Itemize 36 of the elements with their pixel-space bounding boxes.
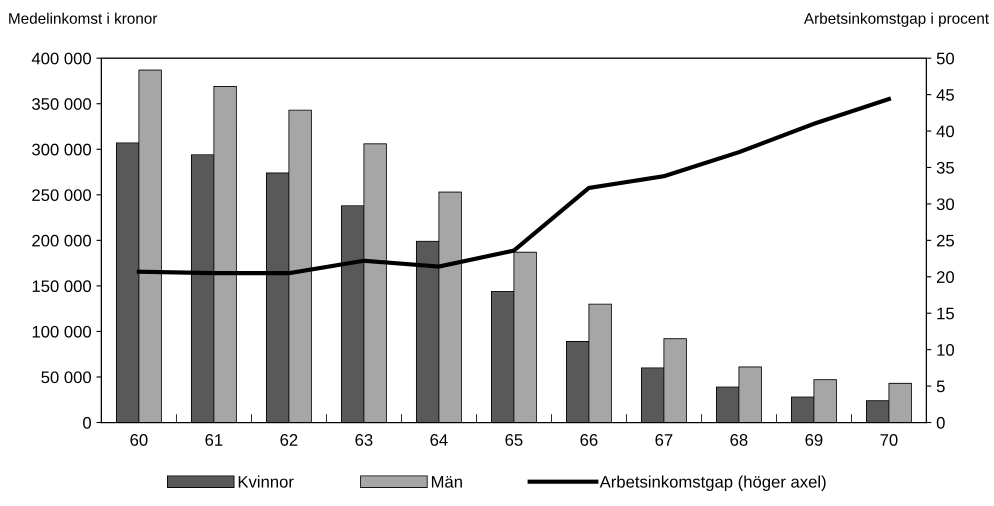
y-tick-label: 50 000 (41, 371, 92, 384)
y2-tick-label: 35 (936, 162, 954, 174)
y2-tick-label: 25 (936, 234, 954, 247)
y-axis-title: Medelinkomst i kronor (9, 12, 158, 24)
y2-tick-label: 50 (936, 52, 954, 64)
y2-tick-label: 10 (937, 344, 954, 356)
y-tick-label: 250 000 (32, 189, 92, 202)
y2-tick-label: 20 (936, 271, 954, 283)
legend-label: Arbetsinkomstgap (höger axel) (600, 475, 826, 491)
x-tick-label: 62 (280, 434, 298, 446)
x-tick-label: 66 (580, 434, 598, 446)
y-tick-label: 400 000 (32, 52, 92, 64)
x-tick-label: 70 (880, 434, 898, 446)
x-tick-label: 61 (205, 434, 222, 446)
y2-tick-label: 15 (937, 308, 954, 320)
x-tick-label: 69 (805, 434, 822, 446)
y2-tick-label: 0 (936, 416, 945, 429)
y-tick-label: 0 (83, 416, 92, 429)
y-tick-label: 150 000 (32, 280, 92, 292)
legend-label: Män (432, 476, 462, 488)
x-tick-label: 63 (355, 434, 372, 446)
y2-tick-label: 45 (936, 89, 954, 101)
y-tick-label: 100 000 (32, 326, 92, 338)
y-tick-label: 300 000 (32, 144, 92, 156)
x-tick-label: 60 (130, 434, 148, 446)
y2-tick-label: 40 (936, 125, 954, 138)
x-tick-label: 64 (430, 434, 448, 446)
x-tick-label: 65 (505, 434, 522, 446)
y-tick-label: 350 000 (32, 98, 92, 110)
y2-axis-title: Arbetsinkomstgap i procent (804, 12, 989, 27)
y2-tick-label: 5 (936, 380, 945, 392)
x-tick-label: 68 (730, 434, 748, 446)
x-tick-label: 67 (655, 434, 672, 446)
y2-tick-label: 30 (936, 198, 954, 210)
legend-label: Kvinnor (238, 475, 294, 488)
y-tick-label: 200 000 (32, 234, 92, 247)
